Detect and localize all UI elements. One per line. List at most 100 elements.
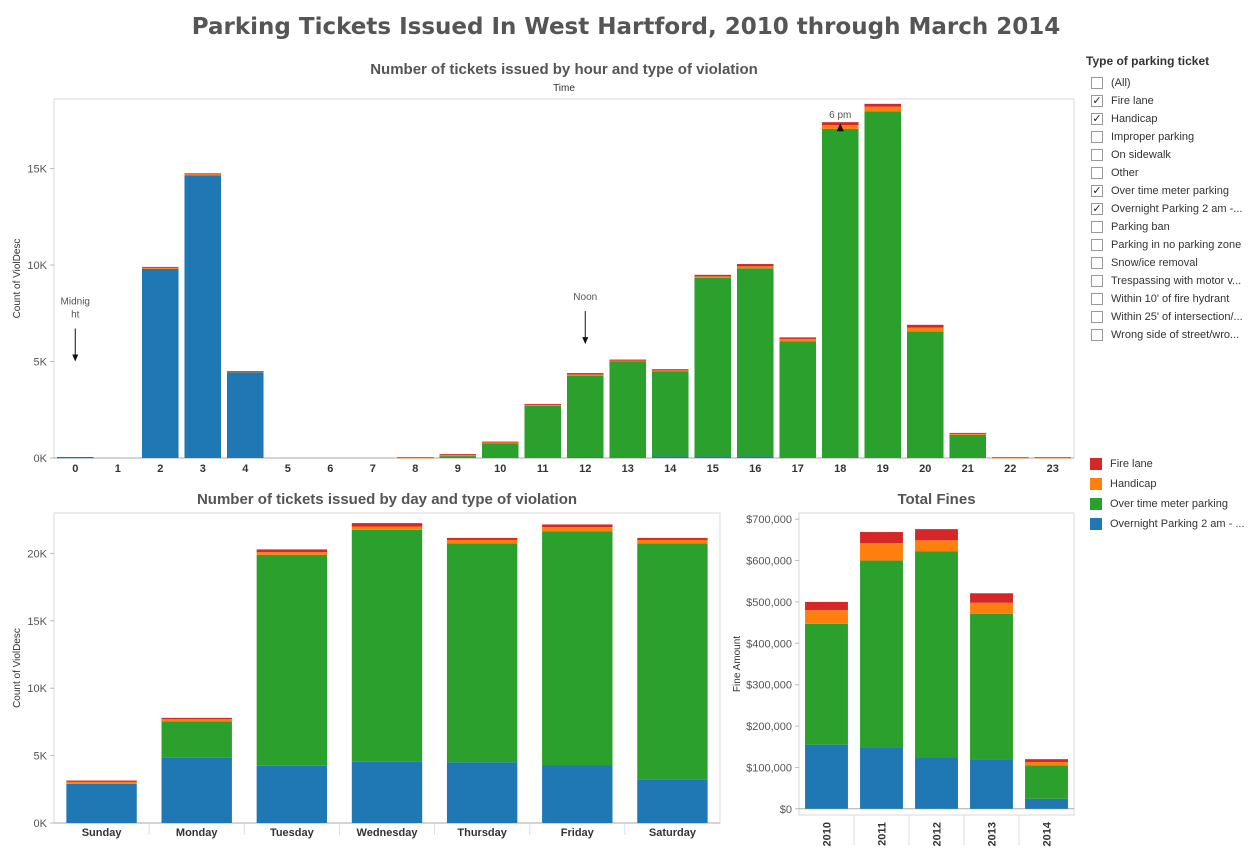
filter-checkbox[interactable]: ✓ [1091,113,1103,125]
y-tick-label: $600,000 [746,556,792,568]
filter-item[interactable]: Trespassing with motor v... [1086,272,1248,290]
filter-checkbox[interactable] [1091,311,1103,323]
bar-segment [651,371,689,457]
bar-segment [439,454,477,456]
filter-checkbox[interactable] [1091,329,1103,341]
annotation-arrowhead [72,354,79,362]
y-tick-label: 15K [27,616,47,628]
bar-segment [566,374,604,376]
bar-segment [651,369,689,371]
filter-item-label: Wrong side of street/wro... [1111,329,1240,341]
filter-item[interactable]: Within 10' of fire hydrant [1086,290,1248,308]
bar-segment [66,781,137,784]
filter-item[interactable]: Wrong side of street/wro... [1086,326,1248,344]
x-tick-label: 13 [622,463,634,475]
filter-item[interactable]: Improper parking [1086,128,1248,146]
bar-segment [779,341,817,458]
bar-segment [226,372,264,458]
legend-list: Fire lane Handicap Over time meter parking… [1090,454,1250,534]
bar-segment [396,457,434,459]
bar-segment [949,433,987,435]
bar-segment [66,783,137,823]
bar-segment [906,324,944,328]
y-axis-title: Count of ViolDesc [12,628,23,708]
filter-checkbox[interactable] [1091,239,1103,251]
filter-checkbox[interactable] [1091,221,1103,233]
filter-checkbox[interactable]: ✓ [1091,203,1103,215]
x-tick-label: Sunday [82,827,123,839]
filter-checkbox[interactable] [1091,77,1103,89]
legend-swatch [1090,478,1102,490]
bar-segment [970,593,1013,603]
plot-frame [798,512,1075,816]
filter-item-label: (All) [1111,77,1131,89]
bar-segment [566,375,604,458]
bar-segment [542,524,613,528]
y-tick-label: 5K [34,356,48,368]
bar-segment [609,361,647,458]
legend-item[interactable]: Overnight Parking 2 am - ... [1090,514,1250,534]
legend-swatch [1090,498,1102,510]
y-axis-title: Fine Amount [732,636,743,692]
y-tick-label: $400,000 [746,638,792,650]
bar-segment [351,526,423,530]
legend-label: Overnight Parking 2 am - ... [1110,518,1245,530]
bar-segment [481,442,519,444]
x-tick-label: 9 [455,463,461,475]
bar-segment [637,537,708,540]
bar-segment [915,540,958,552]
filter-checkbox[interactable]: ✓ [1091,185,1103,197]
filter-checkbox[interactable] [1091,275,1103,287]
y-tick-label: 5K [34,751,48,763]
color-legend: Fire lane Handicap Over time meter parking… [1090,454,1250,534]
filter-checkbox[interactable] [1091,149,1103,161]
filter-item[interactable]: Snow/ice removal [1086,254,1248,272]
filter-item[interactable]: Other [1086,164,1248,182]
bar-segment [651,456,689,458]
filter-checkbox[interactable] [1091,293,1103,305]
filter-item-label: On sidewalk [1111,149,1171,161]
chart-title: Number of tickets issued by day and type… [197,491,577,508]
y-tick-label: $700,000 [746,514,792,526]
filter-item[interactable]: ✓ Over time meter parking [1086,182,1248,200]
filter-checkbox[interactable] [1091,131,1103,143]
filter-item[interactable]: Parking in no parking zone [1086,236,1248,254]
bar-segment [805,610,848,624]
chart-title: Number of tickets issued by hour and typ… [370,61,758,78]
bar-segment [256,549,328,553]
bar-segment [481,441,519,443]
filter-item-label: Parking in no parking zone [1111,239,1242,251]
legend-item[interactable]: Over time meter parking [1090,494,1250,514]
filter-item[interactable]: (All) [1086,74,1248,92]
legend-item[interactable]: Handicap [1090,474,1250,494]
y-tick-label: $200,000 [746,721,792,733]
bar-segment [637,543,708,780]
legend-item[interactable]: Fire lane [1090,454,1250,474]
x-tick-label: 3 [200,463,206,475]
filter-item[interactable]: On sidewalk [1086,146,1248,164]
filter-item[interactable]: Within 25' of intersection/... [1086,308,1248,326]
filter-item[interactable]: ✓ Overnight Parking 2 am -... [1086,200,1248,218]
filter-item-label: Overnight Parking 2 am -... [1111,203,1243,215]
filter-item[interactable]: ✓ Handicap [1086,110,1248,128]
filter-item[interactable]: ✓ Fire lane [1086,92,1248,110]
x-tick-label: 4 [242,463,249,475]
filter-item[interactable]: Parking ban [1086,218,1248,236]
x-tick-label: Friday [561,827,595,839]
bar-segment [637,539,708,544]
bar-segment [542,531,613,766]
filter-checkbox[interactable]: ✓ [1091,95,1103,107]
x-tick-label: 17 [792,463,804,475]
filter-checkbox[interactable] [1091,167,1103,179]
x-tick-label: 21 [962,463,974,475]
filter-checkbox[interactable] [1091,257,1103,269]
filter-item-label: Other [1111,167,1139,179]
x-tick-label: 2010 [822,822,834,846]
bar-segment [226,371,264,372]
x-tick-label: 12 [579,463,591,475]
bar-segment [860,747,903,809]
bar-segment [779,338,817,342]
bar-segment [860,560,903,748]
dashboard-title: Parking Tickets Issued In West Hartford,… [191,14,1061,40]
filter-item-label: Over time meter parking [1111,185,1229,197]
